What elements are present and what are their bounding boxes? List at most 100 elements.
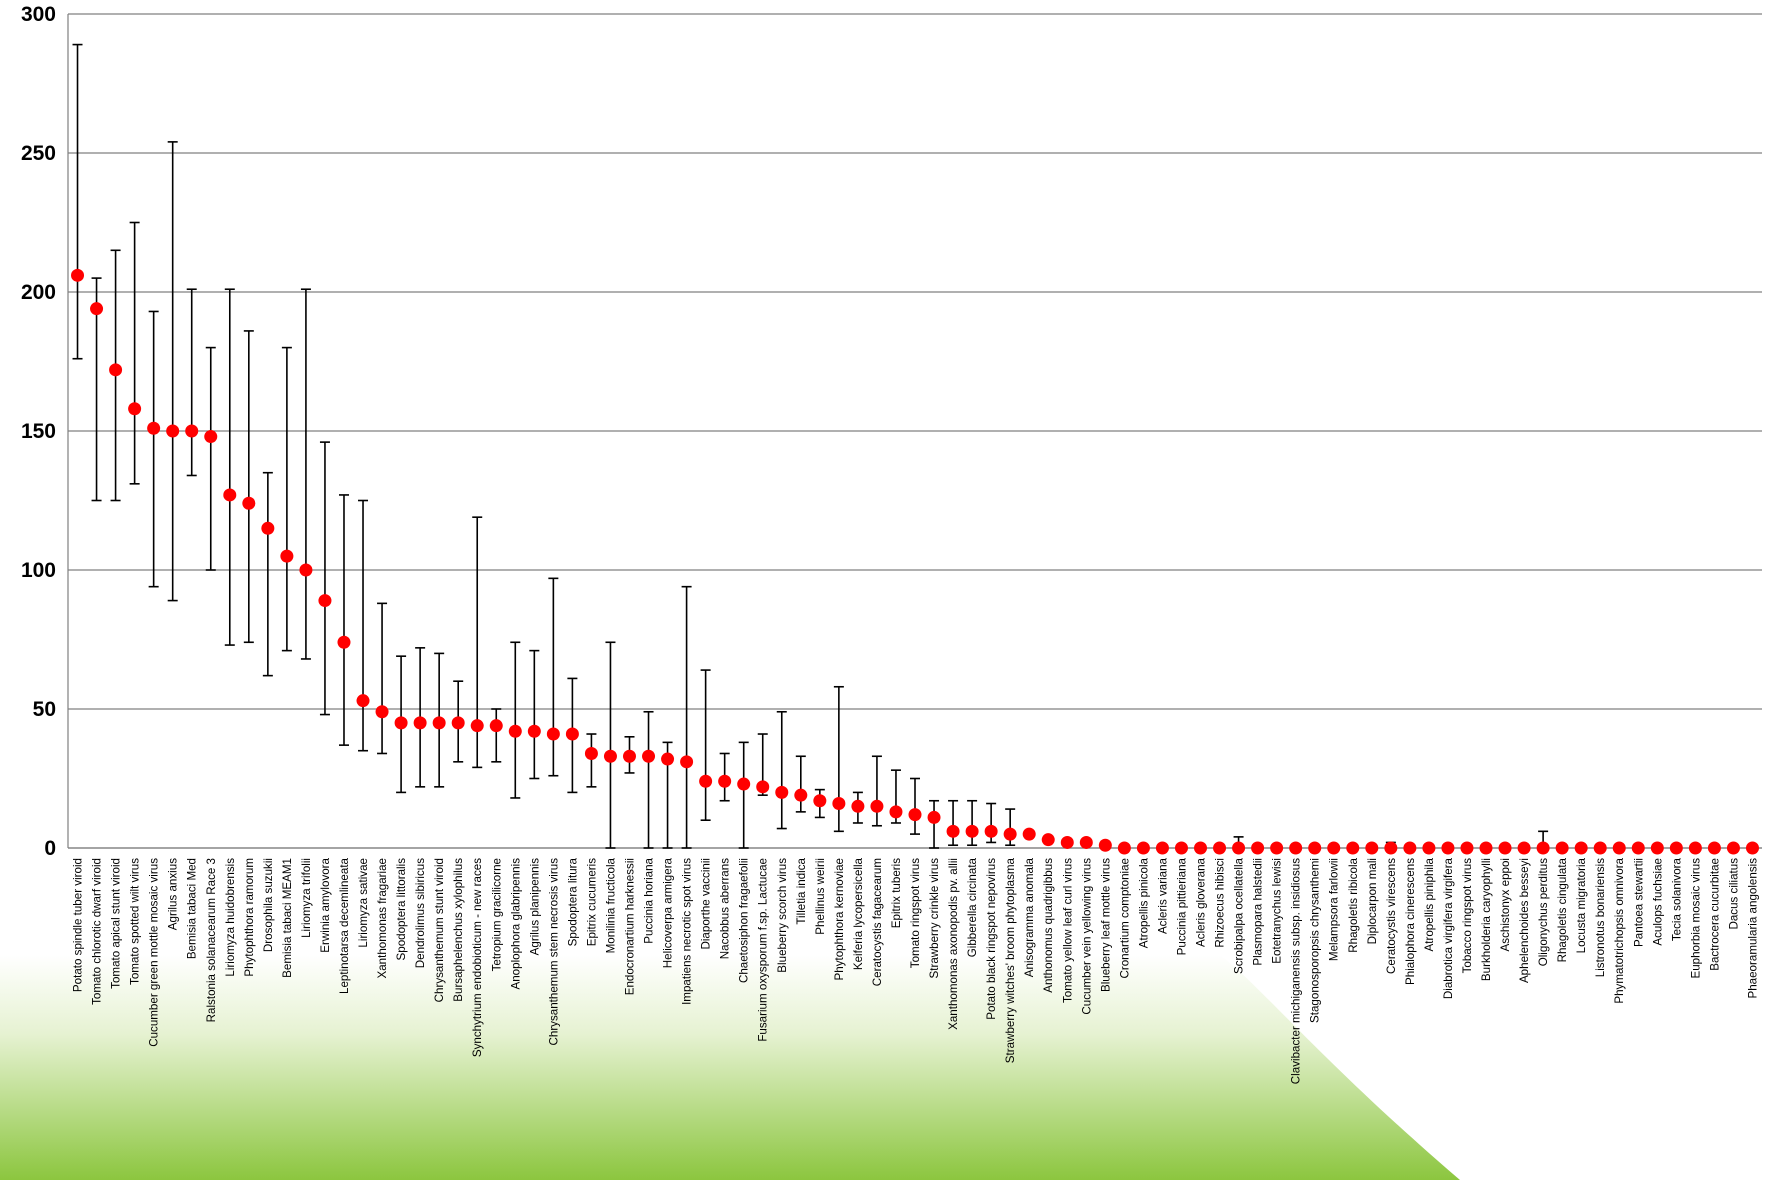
x-tick-label: Phytophthora kernoviae xyxy=(833,858,846,980)
data-point xyxy=(1155,841,1169,855)
data-point xyxy=(584,746,598,760)
data-point xyxy=(1593,841,1607,855)
x-tick-label: Atropellis piniphila xyxy=(1423,857,1436,951)
data-point xyxy=(756,780,770,794)
x-tick-label: Synchytrium endobioticum - new races xyxy=(471,858,484,1057)
data-point xyxy=(394,716,408,730)
x-tick-label: Aschistonyx eppoi xyxy=(1499,858,1512,951)
data-point xyxy=(299,563,313,577)
data-point xyxy=(223,488,237,502)
data-point xyxy=(204,430,218,444)
data-point xyxy=(318,594,332,608)
data-point xyxy=(1117,841,1131,855)
data-point xyxy=(1194,841,1208,855)
x-tick-label: Chrysanthemum stunt viroid xyxy=(433,858,446,1002)
background-swoosh xyxy=(0,955,1460,1180)
y-tick-label: 50 xyxy=(33,698,56,721)
data-point xyxy=(1745,841,1759,855)
data-point xyxy=(1136,841,1150,855)
data-point xyxy=(185,424,199,438)
data-point xyxy=(1270,841,1284,855)
x-tick-label: Scrobipalpa ocellatella xyxy=(1233,857,1246,974)
x-tick-label: Phymatotrichopsis omnivora xyxy=(1613,857,1626,1003)
data-point xyxy=(1289,841,1303,855)
data-point xyxy=(527,724,541,738)
data-point xyxy=(1251,841,1265,855)
data-point xyxy=(1384,841,1398,855)
x-tick-label: Anoplophora glabripennis xyxy=(509,858,522,990)
x-tick-label: Cucumber green mottle mosaic virus xyxy=(148,858,161,1047)
data-point xyxy=(489,719,503,733)
x-tick-label: Strawberry witches' broom phytoplasma xyxy=(1004,857,1017,1063)
x-tick-label: Phaeoramularia angolensis xyxy=(1746,858,1759,999)
x-tick-label: Plasmopara halstedii xyxy=(1252,858,1265,966)
x-tick-label: Bursaphelenchus xylophilus xyxy=(452,858,465,1002)
x-tick-label: Epitrix tuberis xyxy=(890,858,903,928)
data-point xyxy=(413,716,427,730)
x-tick-label: Tobacco ringspot virus xyxy=(1461,858,1474,974)
x-tick-label: Tomato spotted wilt virus xyxy=(129,858,142,985)
x-tick-label: Liriomyza trifolii xyxy=(300,858,313,938)
data-point xyxy=(1612,841,1626,855)
x-tick-label: Acleris gloverana xyxy=(1195,857,1208,946)
x-tick-label: Acleris variana xyxy=(1156,857,1169,934)
data-point xyxy=(128,402,142,416)
data-point xyxy=(1308,841,1322,855)
y-tick-label: 0 xyxy=(44,837,56,860)
x-tick-label: Ceratocystis virescens xyxy=(1385,858,1398,974)
x-tick-label: Locusta migratoria xyxy=(1575,857,1588,953)
data-point xyxy=(699,774,713,788)
data-point xyxy=(546,727,560,741)
y-tick-label: 250 xyxy=(21,142,56,165)
x-tick-label: Blueberry scorch virus xyxy=(776,858,789,973)
x-tick-label: Leptinotarsa decemlineata xyxy=(338,857,351,994)
x-tick-label: Ralstonia solanacearum Race 3 xyxy=(205,858,218,1022)
x-tick-label: Clavibacter michiganensis subsp. insidio… xyxy=(1290,858,1303,1084)
x-tick-label: Dendrolimus sibiricus xyxy=(414,858,427,968)
data-point xyxy=(1726,841,1740,855)
data-point xyxy=(927,810,941,824)
data-point xyxy=(1365,841,1379,855)
x-tick-label: Anisogramma anomala xyxy=(1023,857,1036,977)
x-tick-label: Ceratocystis fagacearum xyxy=(871,858,884,986)
x-tick-label: Puccinia horiana xyxy=(643,857,656,943)
data-point xyxy=(1232,841,1246,855)
x-tick-label: Tomato yellow leaf curl virus xyxy=(1061,858,1074,1003)
x-tick-label: Cronartium comptoniae xyxy=(1118,858,1131,979)
x-tick-label: Puccinia pittieriana xyxy=(1175,857,1188,955)
data-point xyxy=(1441,841,1455,855)
data-point xyxy=(432,716,446,730)
x-tick-label: Gibberella circinata xyxy=(966,857,979,957)
data-point xyxy=(1574,841,1588,855)
x-tick-label: Melampsora farlowii xyxy=(1328,858,1341,961)
data-point xyxy=(1536,841,1550,855)
y-tick-label: 100 xyxy=(21,559,56,582)
data-point xyxy=(71,268,85,282)
x-tick-label: Burkholderia caryophylli xyxy=(1480,858,1493,981)
data-point xyxy=(603,749,617,763)
x-tick-label: Phialophora cinerescens xyxy=(1404,858,1417,985)
data-point xyxy=(1403,841,1417,855)
data-point xyxy=(1688,841,1702,855)
x-tick-label: Cucumber vein yellowing virus xyxy=(1080,858,1093,1015)
data-point xyxy=(470,719,484,733)
x-tick-label: Eotetranychus lewisi xyxy=(1271,858,1284,964)
x-tick-label: Bactrocera cucurbitae xyxy=(1708,858,1721,971)
data-point xyxy=(1174,841,1188,855)
data-point xyxy=(813,794,827,808)
data-point xyxy=(775,785,789,799)
x-tick-label: Euphorbia mosaic virus xyxy=(1689,858,1702,979)
data-point xyxy=(1669,841,1683,855)
x-tick-label: Nacobbus aberrans xyxy=(719,858,732,959)
data-point xyxy=(718,774,732,788)
data-point xyxy=(946,824,960,838)
data-point xyxy=(1460,841,1474,855)
x-tick-label: Rhagoletis ribicola xyxy=(1347,857,1360,952)
x-tick-label: Aculops fuchsiae xyxy=(1651,858,1664,946)
data-point xyxy=(1098,838,1112,852)
x-tick-label: Potato black ringspot nepovirus xyxy=(985,858,998,1020)
x-tick-label: Listronotus bonariensis xyxy=(1594,858,1607,977)
x-tick-label: Pantoea stewartii xyxy=(1632,858,1645,947)
x-tick-label: Diaporthe vaccinii xyxy=(700,858,713,950)
